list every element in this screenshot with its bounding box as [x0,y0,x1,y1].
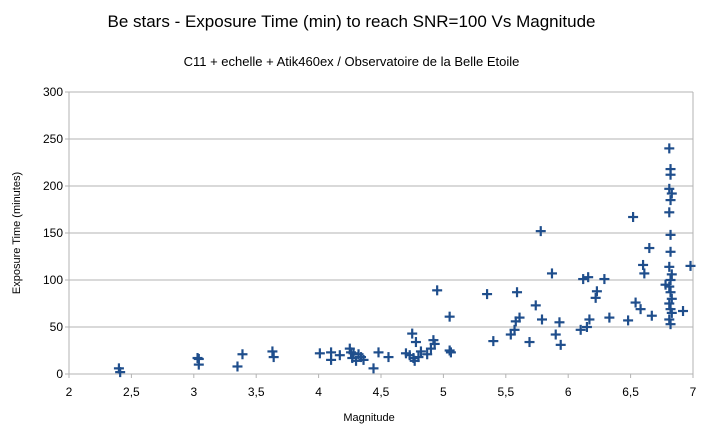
data-point [635,304,646,315]
data-point [665,319,676,330]
y-axis-label: Exposure Time (minutes) [11,172,23,294]
data-point [664,143,675,154]
data-point [664,261,675,272]
data-point [646,310,657,321]
y-tick-label: 250 [43,132,63,146]
data-point [666,269,677,280]
data-points [113,143,696,378]
x-tick-label: 6,5 [622,385,639,399]
data-point [383,352,394,363]
data-point [685,260,696,271]
data-point [664,281,675,292]
x-tick-label: 4,5 [373,385,390,399]
data-point [410,337,421,348]
data-point [267,346,278,357]
y-tick-label: 0 [56,367,63,381]
chart-subtitle: C11 + echelle + Atik460ex / Observatoire… [183,54,520,69]
data-point [429,338,440,349]
x-tick-label: 7 [690,385,697,399]
y-tick-label: 50 [50,320,64,334]
data-point [666,307,677,318]
axes [65,91,694,378]
data-point [314,348,325,359]
data-point [524,337,535,348]
data-point [422,349,433,360]
data-point [373,347,384,358]
x-tick-label: 3,5 [248,385,265,399]
data-point [665,246,676,257]
data-point [535,226,546,237]
x-tick-label: 3 [190,385,197,399]
data-point [482,289,493,300]
data-point [581,322,592,332]
x-tick-label: 6 [565,385,572,399]
data-point [584,314,595,325]
data-point [232,361,243,372]
data-point [432,285,443,296]
data-point [509,324,520,335]
data-point [193,359,204,370]
data-point [530,300,541,311]
data-point [444,311,455,322]
data-point [665,275,676,285]
data-point [644,243,655,254]
data-point [445,347,456,358]
data-point [334,350,345,361]
data-point [407,328,418,339]
data-point [628,212,639,223]
data-point [326,354,337,365]
data-point [368,363,379,374]
x-tick-label: 4 [315,385,322,399]
data-point [546,268,557,279]
data-point [664,207,675,218]
data-point [554,317,565,328]
data-point [115,367,126,378]
data-point [550,329,561,340]
data-point [639,268,650,279]
y-tick-label: 200 [43,179,63,193]
x-tick-label: 2 [66,385,73,399]
data-point [268,352,279,363]
data-point [599,274,610,285]
data-point [583,272,594,283]
data-point [590,292,601,303]
data-point [578,274,589,285]
data-point [664,314,675,325]
y-tick-label: 300 [43,85,63,99]
tick-labels: 0 50 100 150 200 250 300 2 2,5 3 3,5 4 4,5 5 5,5 6 6,5 7 [43,85,697,399]
data-point [665,229,676,240]
x-tick-label: 5,5 [497,385,514,399]
y-tick-label: 100 [43,273,63,287]
data-point [514,312,525,323]
x-tick-label: 2,5 [123,385,140,399]
data-point [664,298,675,309]
data-point [488,336,499,347]
data-point [665,195,676,206]
data-point [512,287,523,298]
x-axis-label: Magnitude [343,412,394,424]
data-point [604,312,615,323]
data-point [678,306,689,317]
data-point [413,352,424,363]
data-point [665,287,676,298]
data-point [237,349,248,360]
x-tick-label: 5 [440,385,447,399]
data-point [536,314,547,325]
chart-title: Be stars - Exposure Time (min) to reach … [107,12,596,31]
data-point [415,346,426,357]
y-tick-label: 150 [43,226,63,240]
data-point [444,345,455,356]
data-point [638,259,649,270]
data-point [591,286,602,297]
data-point [555,339,566,350]
data-point [666,188,677,199]
data-point [665,169,676,180]
data-point [358,354,369,365]
data-point [630,297,641,308]
data-point [623,315,634,326]
data-point [575,324,586,335]
